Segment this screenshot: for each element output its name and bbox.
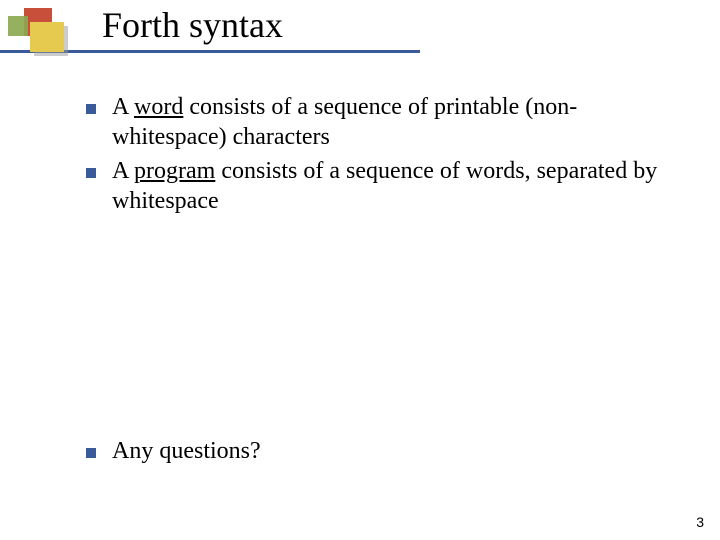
bullet-text: A word consists of a sequence of printab…	[112, 92, 666, 152]
bullet-item: Any questions?	[86, 436, 666, 466]
bullet-text: A program consists of a sequence of word…	[112, 156, 666, 216]
bullet-pre: A	[112, 158, 134, 184]
deco-green-square	[8, 16, 28, 36]
bullet-square-icon	[86, 448, 96, 458]
slide-title: Forth syntax	[102, 4, 283, 46]
bullet-square-icon	[86, 168, 96, 178]
bullet-item: A program consists of a sequence of word…	[86, 156, 666, 216]
bullet-item: A word consists of a sequence of printab…	[86, 92, 666, 152]
page-number: 3	[696, 514, 704, 530]
bullet-post: Any questions?	[112, 438, 261, 464]
bullet-pre: A	[112, 94, 134, 120]
bullet-square-icon	[86, 104, 96, 114]
bullet-text: Any questions?	[112, 436, 261, 466]
title-decoration	[8, 8, 92, 54]
bullet-underlined: word	[134, 94, 183, 120]
slide-content: A word consists of a sequence of printab…	[86, 92, 666, 470]
deco-yellow-square	[30, 22, 64, 52]
bullet-underlined: program	[134, 158, 215, 184]
